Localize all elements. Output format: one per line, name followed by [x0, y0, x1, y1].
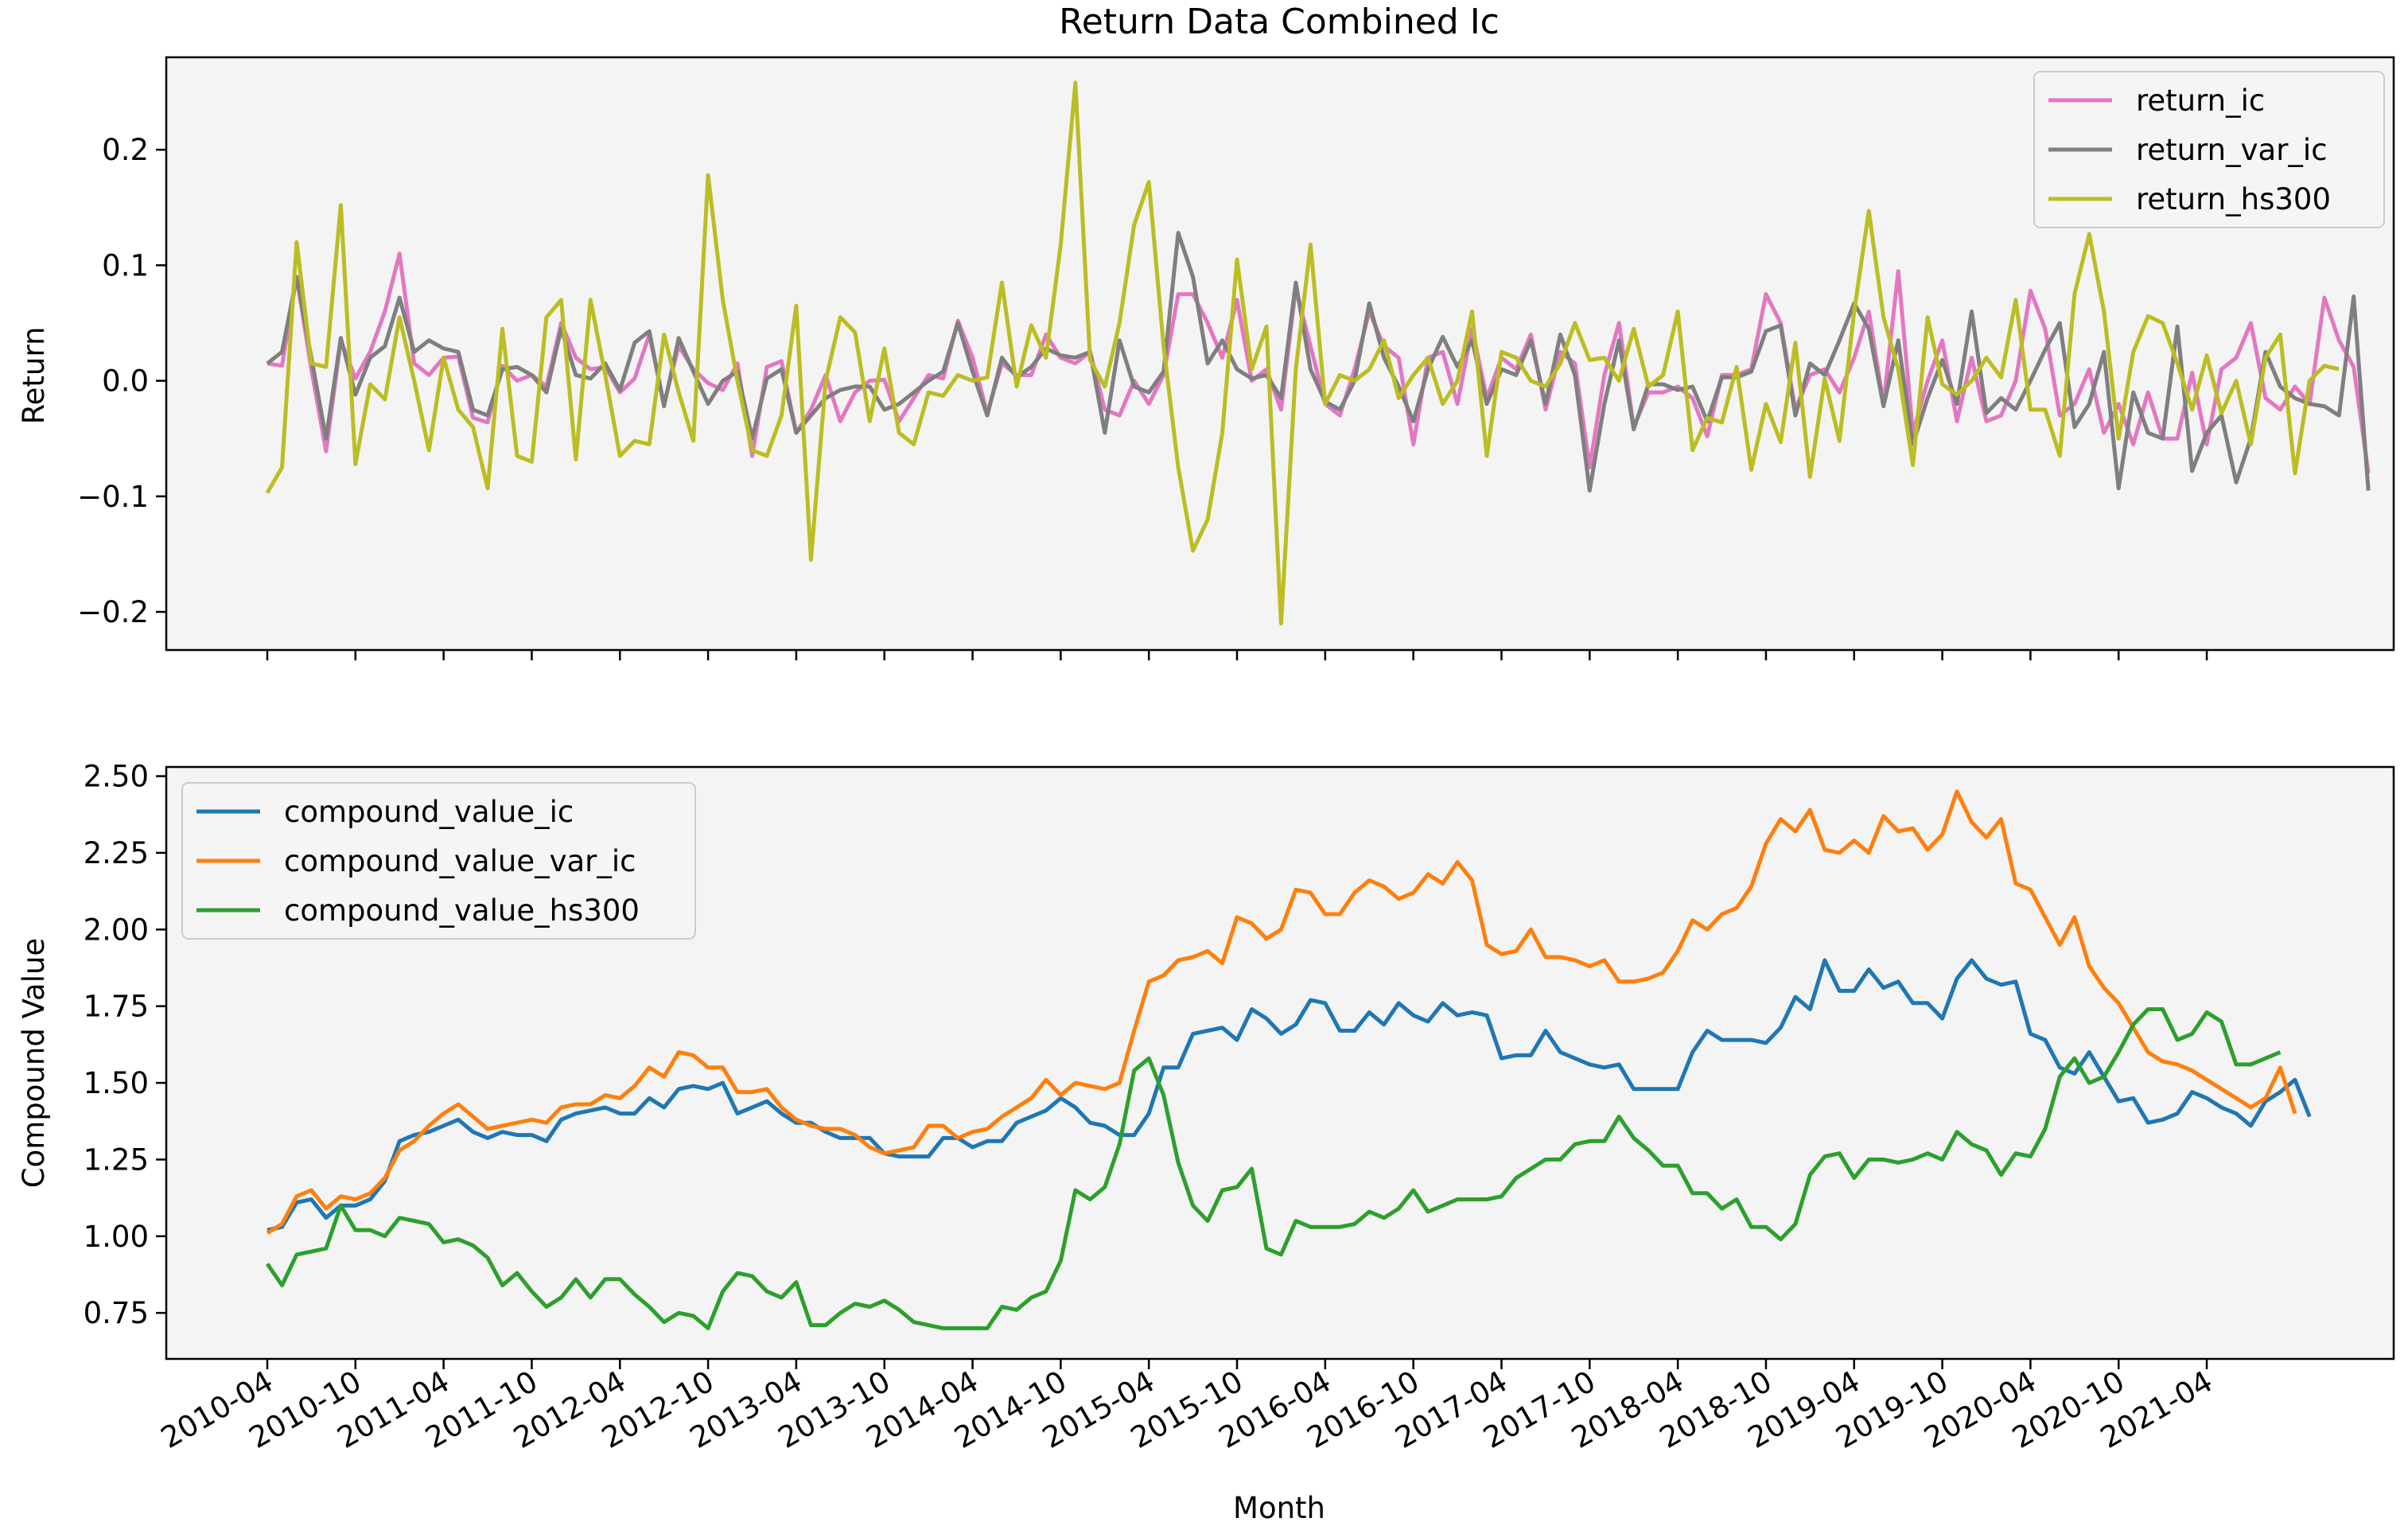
y-tick-label: 2.50 — [84, 760, 149, 794]
compound-value-panel: 2.502.252.001.751.501.251.000.752010-042… — [17, 760, 2395, 1522]
legend-compound: compound_value_ic compound_value_var_icco… — [181, 782, 696, 940]
y-tick-label: 1.75 — [84, 990, 149, 1024]
legend-box — [2033, 71, 2385, 228]
y-tick-label: 1.00 — [84, 1220, 149, 1254]
returns-panel: Return Data Combined Ic 0.2 0.1 0.0 −0.1 −0.… — [17, 2, 2395, 660]
legend-label: compound_value_ic — [284, 795, 574, 829]
y-tick-label: 0.2 — [102, 133, 149, 167]
legend-label: return_ic — [2136, 84, 2265, 118]
y-tick-label: 0.1 — [102, 248, 149, 282]
series-line-compound_value_var_ic — [266, 789, 2297, 1236]
y-axis-label-compound-value: Compound Value — [17, 938, 51, 1188]
chart-title: Return Data Combined Ic — [1059, 2, 1500, 42]
y-tick-label: −0.1 — [77, 480, 149, 514]
y-tick-label: 1.25 — [84, 1142, 149, 1177]
legend-label: return_hs300 — [2136, 182, 2331, 216]
y-tick-label: −0.2 — [77, 595, 149, 629]
y-tick-label: 2.00 — [84, 913, 149, 947]
series-line-compound_value_ic — [266, 958, 2312, 1232]
x-axis-label: Month — [1233, 1491, 1325, 1522]
legend-label: compound_value_var_ic — [284, 844, 636, 878]
series-line-return_hs300 — [265, 80, 2340, 626]
series-line-return_var_ic — [266, 231, 2371, 493]
y-tick-label: 1.50 — [84, 1066, 149, 1100]
series-line-compound_value_hs300 — [265, 1007, 2282, 1330]
legend-box — [181, 782, 696, 940]
legend-label: compound_value_hs300 — [284, 893, 640, 928]
y-tick-label: 2.25 — [84, 836, 149, 870]
y-tick-label: 0.75 — [84, 1296, 149, 1330]
legend-label: return_var_ic — [2136, 133, 2328, 167]
legend-returns: return_ic return_var_ic return_hs300 — [2033, 71, 2385, 228]
y-tick-label: 0.0 — [102, 364, 149, 399]
y-axis-label-return: Return — [17, 327, 51, 425]
